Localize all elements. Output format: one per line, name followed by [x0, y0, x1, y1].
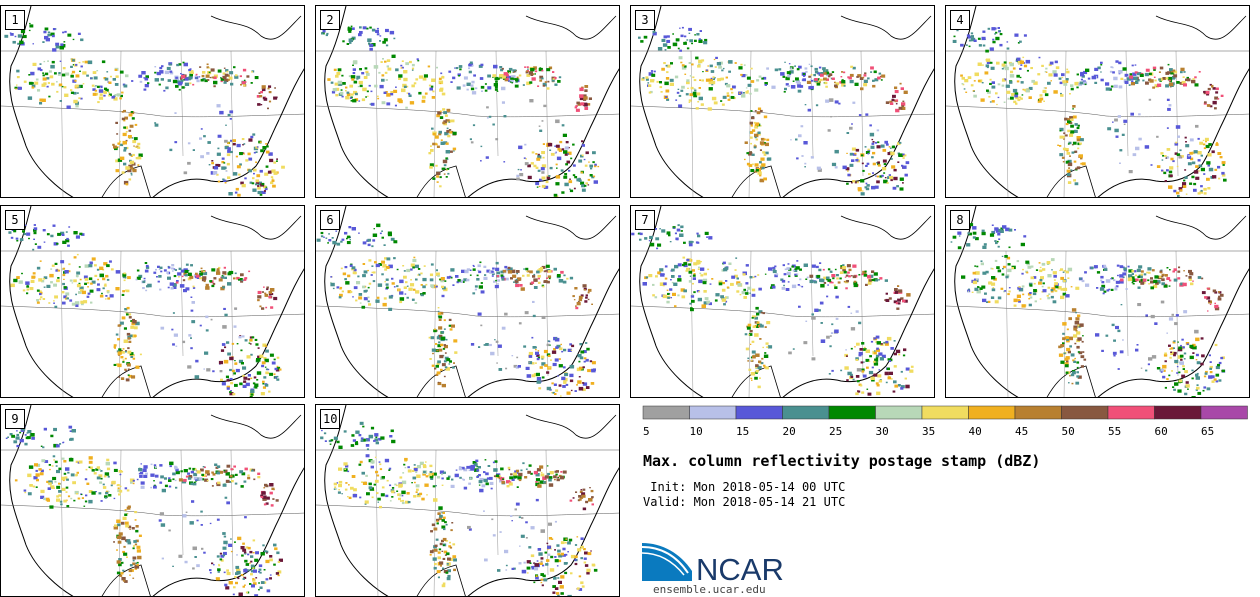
reflectivity-map	[1, 206, 304, 397]
member-number-label: 4	[950, 10, 970, 30]
colorbar-swatch	[1200, 405, 1248, 420]
reflectivity-map	[946, 206, 1249, 397]
member-number-label: 6	[320, 210, 340, 230]
member-number-label: 3	[635, 10, 655, 30]
member-panel: 4	[945, 5, 1250, 198]
reflectivity-echoes	[638, 26, 910, 196]
reflectivity-map	[316, 405, 619, 596]
member-panel: 3	[630, 5, 935, 198]
reflectivity-map	[631, 6, 934, 197]
member-number-label: 7	[635, 210, 655, 230]
reflectivity-echoes	[320, 421, 598, 596]
colorbar-swatch	[828, 405, 876, 420]
figure-title: Max. column reflectivity postage stamp (…	[643, 452, 1041, 470]
member-panel: 5	[0, 205, 305, 398]
member-panel: 8	[945, 205, 1250, 398]
colorbar-swatch	[1061, 405, 1109, 420]
colorbar-swatch	[782, 405, 830, 420]
colorbar-swatch	[1014, 405, 1062, 420]
member-number-label: 1	[5, 10, 25, 30]
colorbar-tick-label: 5	[643, 425, 650, 438]
website-url: ensemble.ucar.edu	[653, 583, 766, 596]
reflectivity-map	[1, 6, 304, 197]
member-panel: 6	[315, 205, 620, 398]
reflectivity-echoes	[8, 224, 282, 397]
reflectivity-map	[1, 405, 304, 596]
member-panel: 10	[315, 404, 620, 597]
colorbar-tick-label: 15	[736, 425, 749, 438]
reflectivity-map	[946, 6, 1249, 197]
reflectivity-map	[316, 206, 619, 397]
reflectivity-map	[316, 6, 619, 197]
reflectivity-echoes	[5, 425, 283, 596]
member-number-label: 5	[5, 210, 25, 230]
colorbar-swatch	[921, 405, 969, 420]
reflectivity-colorbar: 5 10 15 20 25 30 35 40 45 50 55 60 65	[642, 405, 1248, 438]
colorbar-swatch	[689, 405, 737, 420]
colorbar-tick-label: 40	[969, 425, 982, 438]
reflectivity-echoes	[316, 223, 596, 397]
colorbar-swatch	[1107, 405, 1155, 420]
colorbar-tick-label: 45	[1015, 425, 1028, 438]
colorbar-tick-label: 55	[1108, 425, 1121, 438]
colorbar-tick-label: 30	[876, 425, 889, 438]
member-number-label: 9	[5, 409, 25, 429]
colorbar-tick-label: 10	[690, 425, 703, 438]
member-panel: 9	[0, 404, 305, 597]
member-number-label: 10	[320, 409, 341, 429]
member-panel: 2	[315, 5, 620, 198]
colorbar-tick-label: 25	[829, 425, 842, 438]
colorbar-swatch	[1154, 405, 1202, 420]
reflectivity-echoes	[950, 223, 1226, 397]
colorbar-tick-label: 50	[1062, 425, 1075, 438]
member-number-label: 2	[320, 10, 340, 30]
ncar-logo: NCAR	[642, 543, 784, 583]
reflectivity-echoes	[952, 27, 1227, 197]
reflectivity-echoes	[321, 25, 600, 197]
colorbar-swatch	[642, 405, 690, 420]
colorbar-tick-label: 20	[783, 425, 796, 438]
reflectivity-map	[631, 206, 934, 397]
valid-time: Valid: Mon 2018-05-14 21 UTC	[643, 495, 846, 509]
reflectivity-echoes	[631, 224, 914, 396]
member-number-label: 8	[950, 210, 970, 230]
member-panel: 1	[0, 5, 305, 198]
init-time: Init: Mon 2018-05-14 00 UTC	[643, 480, 846, 494]
colorbar-swatch	[875, 405, 923, 420]
member-panel: 7	[630, 205, 935, 398]
reflectivity-echoes	[4, 22, 285, 197]
colorbar-swatch	[735, 405, 783, 420]
colorbar-tick-label: 65	[1201, 425, 1214, 438]
ncar-logo-text: NCAR	[696, 552, 784, 583]
colorbar-tick-label: 35	[922, 425, 935, 438]
colorbar-swatch	[968, 405, 1016, 420]
colorbar-tick-label: 60	[1155, 425, 1168, 438]
